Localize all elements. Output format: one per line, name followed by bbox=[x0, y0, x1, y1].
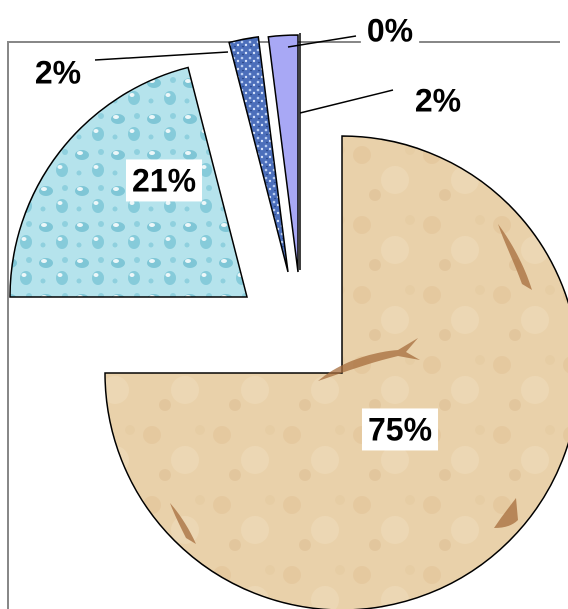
data-label-1: 75% bbox=[368, 411, 432, 447]
fossil-fish-decoration bbox=[170, 224, 532, 544]
data-label-4: 2% bbox=[415, 82, 461, 118]
data-label-5: 0% bbox=[367, 12, 413, 48]
data-label-background-1 bbox=[361, 408, 439, 451]
pie-slice-4 bbox=[267, 34, 299, 273]
leader-line-4 bbox=[299, 89, 394, 114]
leader-line-5 bbox=[287, 35, 357, 48]
data-label-background-4 bbox=[408, 79, 468, 122]
data-label-3: 2% bbox=[35, 54, 81, 90]
pie-slice-1 bbox=[104, 135, 568, 609]
data-label-2: 21% bbox=[132, 162, 196, 198]
data-label-background-3 bbox=[28, 51, 88, 94]
leader-line-3 bbox=[94, 51, 229, 61]
data-label-background-5 bbox=[360, 9, 420, 52]
data-label-background-2 bbox=[125, 159, 203, 202]
pie-slice-3 bbox=[228, 36, 289, 273]
